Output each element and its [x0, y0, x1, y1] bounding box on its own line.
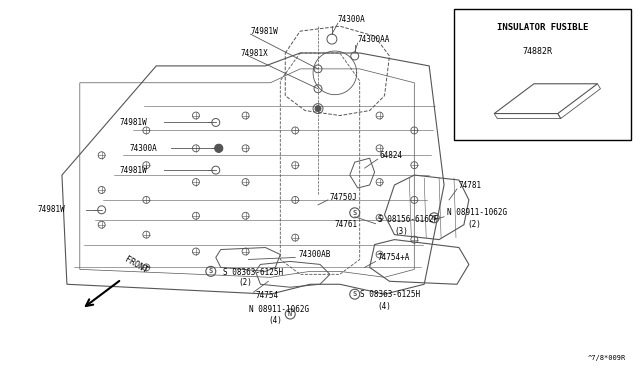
Text: 74754+A: 74754+A — [378, 253, 410, 262]
Text: S: S — [353, 291, 357, 297]
Text: 74981W: 74981W — [37, 205, 65, 214]
Text: (2): (2) — [239, 278, 253, 287]
Text: N: N — [432, 215, 436, 221]
Text: S: S — [353, 210, 357, 216]
Text: N 08911‐1062G: N 08911‐1062G — [447, 208, 507, 217]
Text: N 08911‐1062G: N 08911‐1062G — [248, 305, 308, 314]
Text: (4): (4) — [378, 302, 392, 311]
Text: S 08363‐6125H: S 08363‐6125H — [360, 290, 420, 299]
Text: S 08363‐6125H: S 08363‐6125H — [223, 268, 283, 277]
Text: 74981W: 74981W — [120, 118, 147, 127]
Text: 74882R: 74882R — [522, 46, 552, 55]
Text: 74981W: 74981W — [250, 27, 278, 36]
Text: 74300AB: 74300AB — [298, 250, 330, 259]
Text: FRONT: FRONT — [124, 255, 150, 275]
Text: 74300AA: 74300AA — [358, 35, 390, 44]
Text: S 08156‐6162F: S 08156‐6162F — [378, 215, 438, 224]
Text: 74300A: 74300A — [338, 15, 365, 24]
Text: 74300A: 74300A — [129, 144, 157, 153]
Circle shape — [215, 144, 223, 152]
Text: (2): (2) — [467, 220, 481, 229]
Text: 74754: 74754 — [255, 291, 278, 300]
Text: 74981W: 74981W — [120, 166, 147, 174]
Circle shape — [315, 106, 321, 112]
Text: (4): (4) — [268, 317, 282, 326]
Text: INSULATOR FUSIBLE: INSULATOR FUSIBLE — [497, 23, 588, 32]
Text: ^7/8*009R: ^7/8*009R — [588, 355, 626, 361]
Text: 64824: 64824 — [380, 151, 403, 160]
Text: 74750J: 74750J — [330, 193, 358, 202]
Text: N: N — [288, 311, 292, 317]
Text: 74981X: 74981X — [241, 48, 268, 58]
Text: S: S — [209, 268, 213, 275]
Text: 74761: 74761 — [335, 220, 358, 229]
Bar — [454, 9, 630, 140]
Text: 74781: 74781 — [459, 180, 482, 189]
Text: (3): (3) — [394, 227, 408, 236]
